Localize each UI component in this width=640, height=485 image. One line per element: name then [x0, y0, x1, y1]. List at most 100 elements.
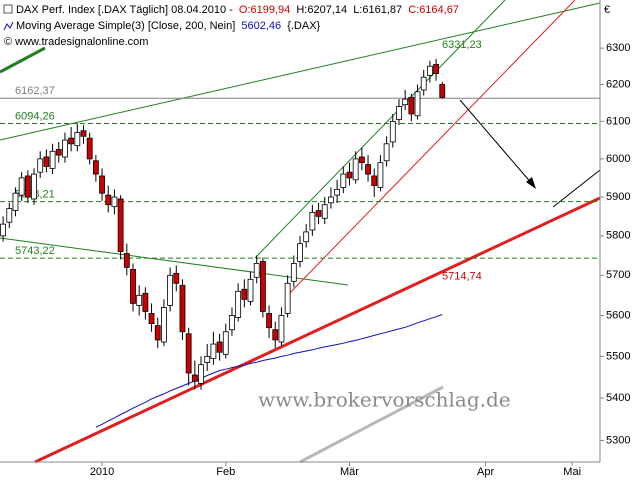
y-tick-label: 5700 — [606, 269, 630, 281]
candle-body — [49, 150, 56, 169]
y-tick-label: 5400 — [606, 392, 630, 404]
candle-body — [303, 231, 310, 243]
candle-body — [105, 194, 112, 206]
candle-body — [204, 355, 211, 363]
trend-line — [299, 385, 444, 464]
y-tick-label: 6300 — [606, 42, 630, 54]
candle-body — [130, 268, 136, 304]
arrow-head — [526, 177, 536, 189]
candle-body — [117, 198, 124, 252]
level-label: 6094,26 — [15, 110, 55, 122]
candle-body — [6, 208, 13, 223]
candle-body — [12, 192, 19, 211]
x-tick-label: Mär — [340, 466, 359, 478]
candle-body — [396, 106, 402, 120]
header-line: DAX Perf. Index [.DAX Täglich] 08.04.201… — [16, 4, 459, 16]
indicator-value: 5602,46 — [241, 20, 281, 32]
candle-body — [241, 288, 248, 300]
source: © www.tradesignalonline.com — [4, 36, 148, 48]
candle-body — [216, 341, 223, 353]
candle-body — [377, 162, 384, 188]
candle-body — [31, 173, 37, 200]
y-tick-label: 6200 — [606, 78, 630, 90]
y-tick-label: 5300 — [606, 434, 630, 446]
candle-body — [62, 139, 68, 158]
candle-body — [266, 313, 272, 329]
open-label: O:6199,94 — [239, 4, 290, 16]
candle-body — [185, 333, 192, 374]
candle-body — [309, 212, 316, 231]
candle-body — [315, 210, 322, 217]
high-label: H:6207,14 — [296, 4, 347, 16]
x-tick-label: Mai — [563, 466, 581, 478]
close-label: C:6164,67 — [408, 4, 459, 16]
candle-body — [43, 156, 50, 167]
candle-body — [86, 137, 93, 160]
candle-body — [402, 98, 409, 106]
candle-body — [179, 284, 186, 333]
icon — [3, 21, 14, 31]
arrow — [459, 99, 534, 186]
y-tick-label: 5900 — [606, 191, 630, 203]
candle-body — [328, 196, 334, 204]
trend-line — [0, 237, 349, 286]
candle-body — [154, 325, 161, 341]
trend-line — [0, 2, 601, 141]
annotation: 5714,74 — [442, 270, 482, 282]
candle-body — [426, 65, 433, 76]
y-tick-label: 5500 — [606, 350, 630, 362]
indicator: Moving Average Simple(3) [Close, 200, Ne… — [16, 20, 235, 32]
candle-body — [148, 313, 155, 325]
icon — [3, 4, 13, 14]
candle-body — [136, 294, 143, 306]
candle-body — [123, 253, 130, 268]
currency: € — [604, 4, 610, 16]
trend-line — [254, 0, 506, 259]
x-tick-label: Feb — [216, 466, 235, 478]
candle-body — [191, 374, 198, 382]
candle-body — [346, 171, 353, 179]
candle-body — [37, 158, 44, 173]
y-tick-label: 6000 — [606, 153, 630, 165]
trend-line — [552, 169, 601, 208]
candle-body — [0, 223, 6, 237]
candle-body — [371, 175, 378, 186]
candle-body — [408, 96, 415, 115]
candle-body — [383, 143, 390, 162]
level-label: 5743,22 — [15, 245, 55, 257]
candle-body — [247, 278, 254, 302]
candle-body — [222, 331, 229, 355]
low-label: L:6161,87 — [353, 4, 402, 16]
candle-body — [142, 292, 149, 312]
candle-body — [99, 175, 105, 194]
candle-body — [420, 76, 427, 91]
level-label: 6162,37 — [15, 85, 55, 97]
candle-body — [365, 164, 371, 175]
candle-body — [229, 315, 235, 331]
x-tick-label: Apr — [477, 466, 494, 478]
x-tick-label: 2010 — [90, 466, 114, 478]
indicator-line: Moving Average Simple(3) [Close, 200, Ne… — [16, 20, 321, 32]
candle-body — [111, 196, 118, 208]
candle-body — [321, 204, 328, 219]
candle-body — [433, 64, 439, 74]
candle-body — [210, 343, 217, 359]
candle-body — [389, 120, 396, 143]
indicator-symbol: {.DAX} — [287, 20, 320, 32]
y-tick-label: 5800 — [606, 230, 630, 242]
candle-body — [414, 91, 421, 117]
candle-body — [198, 364, 204, 384]
y-tick-label: 6100 — [606, 115, 630, 127]
candle-body — [340, 173, 347, 188]
annotation: 6331,23 — [442, 39, 482, 51]
candle-body — [24, 175, 31, 198]
y-tick-label: 5600 — [606, 309, 630, 321]
candle-body — [334, 188, 341, 196]
candle-body — [167, 274, 174, 306]
plot: 6162,376094,265888,215743,226331,235714,… — [0, 39, 600, 428]
candle-body — [284, 282, 291, 314]
candle-body — [358, 156, 365, 164]
candle-body — [297, 243, 303, 262]
